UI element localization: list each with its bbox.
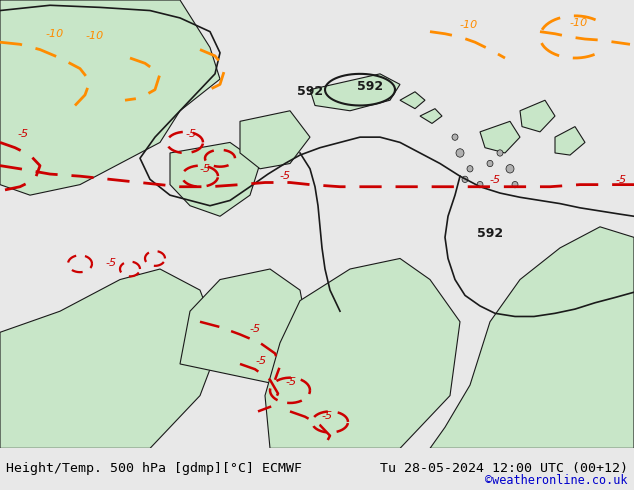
Polygon shape — [430, 227, 634, 448]
Text: -10: -10 — [570, 18, 588, 28]
Text: 592: 592 — [477, 227, 503, 241]
Polygon shape — [180, 269, 310, 385]
Circle shape — [477, 181, 483, 188]
Polygon shape — [400, 92, 425, 109]
Polygon shape — [520, 100, 555, 132]
Circle shape — [497, 150, 503, 156]
Circle shape — [467, 166, 473, 172]
Text: -5: -5 — [250, 324, 261, 334]
Text: -5: -5 — [280, 172, 291, 181]
Polygon shape — [420, 109, 442, 123]
Polygon shape — [0, 0, 220, 195]
Text: -10: -10 — [45, 29, 63, 39]
Circle shape — [487, 160, 493, 167]
Text: -5: -5 — [200, 164, 211, 174]
Text: -5: -5 — [105, 258, 116, 268]
Text: ©weatheronline.co.uk: ©weatheronline.co.uk — [485, 473, 628, 487]
Polygon shape — [480, 122, 520, 153]
Text: -5: -5 — [285, 377, 296, 387]
Circle shape — [462, 176, 468, 182]
Circle shape — [506, 165, 514, 173]
Text: -5: -5 — [322, 411, 333, 421]
Polygon shape — [170, 143, 260, 216]
Circle shape — [456, 149, 464, 157]
Text: -5: -5 — [490, 174, 501, 185]
Text: 592: 592 — [357, 80, 383, 93]
Text: 592: 592 — [297, 85, 323, 98]
Text: -5: -5 — [18, 129, 29, 139]
Text: -5: -5 — [615, 174, 626, 185]
Polygon shape — [310, 74, 400, 111]
Text: Height/Temp. 500 hPa [gdmp][°C] ECMWF: Height/Temp. 500 hPa [gdmp][°C] ECMWF — [6, 462, 302, 475]
Polygon shape — [240, 111, 310, 169]
Polygon shape — [0, 269, 220, 448]
Text: Tu 28-05-2024 12:00 UTC (00+12): Tu 28-05-2024 12:00 UTC (00+12) — [380, 462, 628, 475]
Text: -10: -10 — [460, 21, 478, 30]
Text: -5: -5 — [185, 129, 196, 139]
Circle shape — [512, 181, 518, 188]
Polygon shape — [265, 258, 460, 448]
Polygon shape — [555, 126, 585, 155]
Circle shape — [452, 134, 458, 140]
Text: -5: -5 — [255, 356, 266, 366]
Text: -10: -10 — [85, 31, 103, 41]
